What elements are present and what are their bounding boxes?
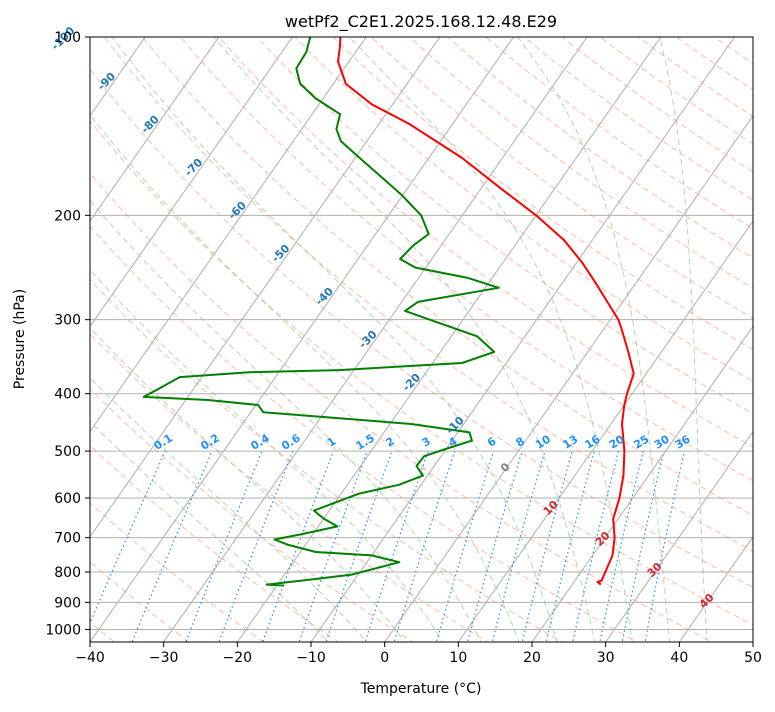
x-tick-label: −30 (149, 650, 179, 666)
y-tick-label: 300 (54, 313, 81, 329)
y-tick-label: 200 (54, 208, 81, 224)
x-tick-label: 30 (597, 650, 615, 666)
x-tick-label: −10 (296, 650, 326, 666)
x-tick-label: −40 (75, 650, 105, 666)
y-tick-label: 700 (54, 531, 81, 547)
x-tick-label: 0 (380, 650, 389, 666)
y-tick-label: 600 (54, 491, 81, 507)
x-axis-label: Temperature (°C) (360, 681, 482, 697)
x-tick-label: 20 (523, 650, 541, 666)
x-tick-label: 50 (744, 650, 762, 666)
y-axis-label: Pressure (hPa) (12, 289, 28, 389)
x-tick-label: −20 (223, 650, 253, 666)
y-tick-label: 800 (54, 565, 81, 581)
x-tick-label: 10 (449, 650, 467, 666)
y-tick-label: 900 (54, 595, 81, 611)
y-tick-label: 400 (54, 387, 81, 403)
y-tick-label: 100 (54, 30, 81, 46)
x-tick-label: 40 (670, 650, 688, 666)
y-tick-label: 500 (54, 444, 81, 460)
y-tick-label: 1000 (45, 622, 81, 638)
chart-title: wetPf2_C2E1.2025.168.12.48.E29 (285, 12, 557, 32)
